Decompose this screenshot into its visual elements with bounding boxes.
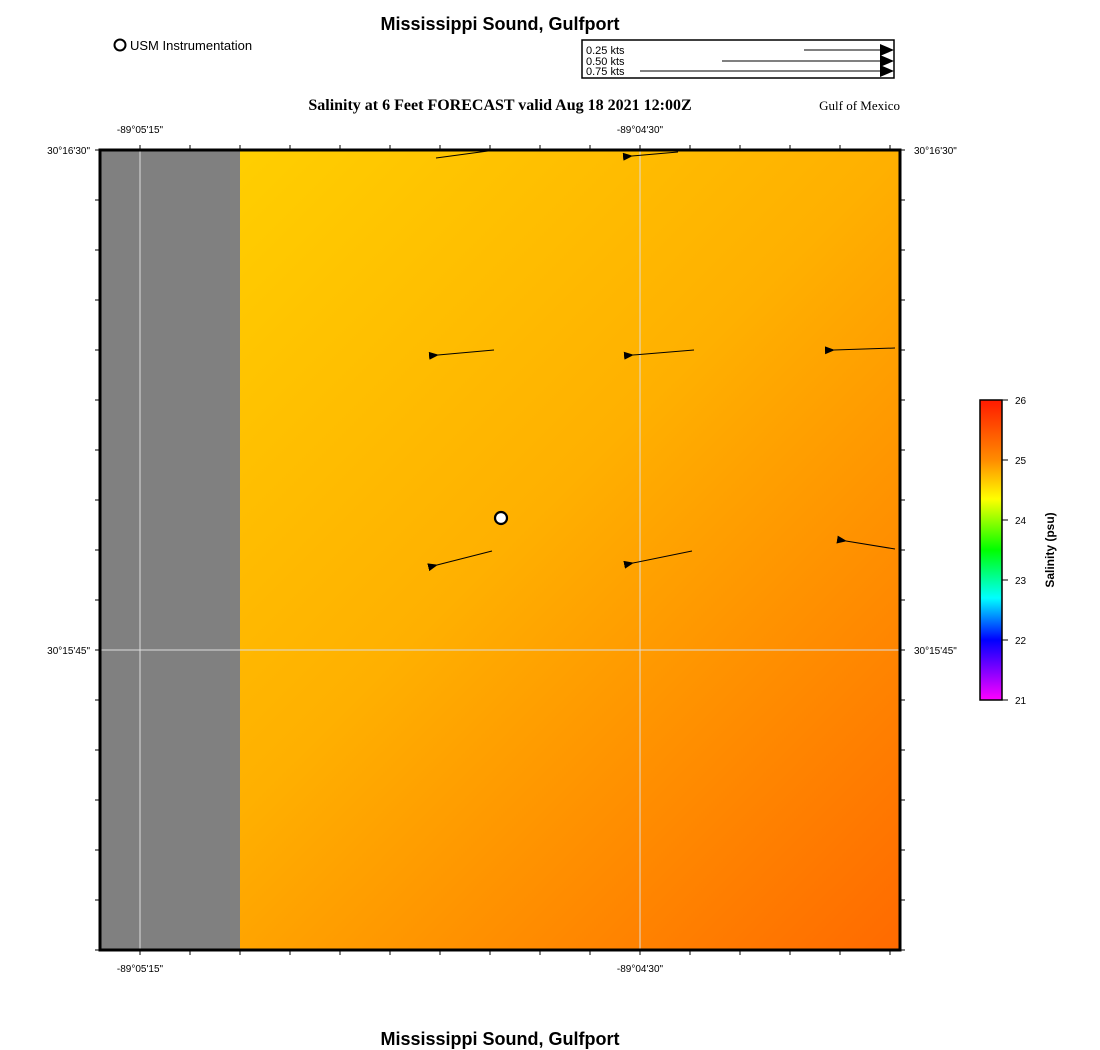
current-vector [623, 349, 695, 360]
colorbar-tick-label: 23 [1015, 576, 1027, 587]
speed-legend-label-025: 0.25 kts [586, 45, 625, 57]
colorbar-tick-label: 26 [1015, 396, 1027, 407]
colorbar-ticks [1002, 399, 1008, 701]
colorbar-tick-label: 25 [1015, 456, 1027, 467]
map-area [95, 145, 905, 955]
instrument-station-marker-icon[interactable] [493, 510, 509, 526]
region-label: Gulf of Mexico [819, 98, 900, 113]
lat-tick-right-1: 30°16'30" [914, 146, 957, 157]
current-vector [435, 150, 489, 159]
current-vectors [427, 150, 896, 572]
current-vector [428, 349, 495, 360]
lat-tick-left-1: 30°16'30" [47, 146, 90, 157]
colorbar-tick-label: 21 [1015, 696, 1027, 707]
lon-tick-bottom-2: -89°04'30" [617, 964, 664, 975]
current-vector [622, 151, 679, 161]
colorbar-label: Salinity (psu) [1043, 512, 1057, 587]
speed-legend-label-050: 0.50 kts [586, 56, 625, 68]
salinity-colorbar: 26 25 24 23 22 21 Salinity (psu) [979, 396, 1057, 707]
instrument-legend-marker-icon [113, 38, 127, 52]
lon-tick-bottom-1: -89°05'15" [117, 964, 164, 975]
land-mass [100, 150, 240, 950]
footer-title: Mississippi Sound, Gulfport [380, 1029, 619, 1049]
lat-tick-right-2: 30°15'45" [914, 646, 957, 657]
map-subtitle: Salinity at 6 Feet FORECAST valid Aug 18… [308, 97, 691, 114]
current-vector [824, 346, 896, 355]
frame-ticks [95, 145, 905, 955]
current-speed-legend: 0.25 kts 0.50 kts 0.75 kts [581, 39, 895, 79]
map-title: Mississippi Sound, Gulfport [380, 14, 619, 34]
current-vector [427, 550, 493, 572]
speed-legend-box [581, 39, 895, 79]
instrument-legend-label: USM Instrumentation [130, 38, 252, 53]
speed-legend-label-075: 0.75 kts [586, 66, 625, 78]
colorbar-scale [979, 399, 1003, 701]
colorbar-tick-label: 24 [1015, 516, 1027, 527]
lon-tick-top-1: -89°05'15" [117, 125, 164, 136]
colorbar-tick-label: 22 [1015, 636, 1027, 647]
lon-tick-top-2: -89°04'30" [617, 125, 664, 136]
lat-tick-left-2: 30°15'45" [47, 646, 90, 657]
current-vector [836, 535, 896, 550]
current-vector [623, 550, 693, 569]
